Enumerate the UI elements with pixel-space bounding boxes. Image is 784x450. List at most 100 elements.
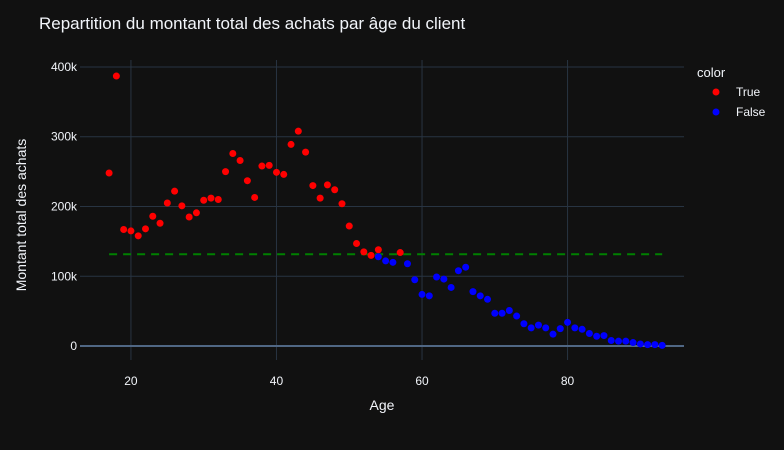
data-point-true[interactable] xyxy=(200,196,208,204)
legend-marker-false xyxy=(712,108,720,116)
x-tick-label: 20 xyxy=(124,374,138,388)
data-point-true[interactable] xyxy=(323,181,331,189)
data-point-false[interactable] xyxy=(636,340,644,348)
data-point-false[interactable] xyxy=(491,309,499,317)
data-point-false[interactable] xyxy=(484,295,492,303)
data-point-true[interactable] xyxy=(185,213,193,221)
data-point-true[interactable] xyxy=(243,177,251,185)
x-axis-ticks: 20 40 60 80 xyxy=(124,374,574,388)
data-point-true[interactable] xyxy=(120,226,128,234)
data-point-true[interactable] xyxy=(309,182,317,190)
data-point-false[interactable] xyxy=(498,309,506,317)
data-point-false[interactable] xyxy=(425,292,433,300)
data-point-false[interactable] xyxy=(644,341,652,349)
data-point-false[interactable] xyxy=(520,320,528,328)
y-tick-label: 400k xyxy=(51,60,78,74)
data-point-true[interactable] xyxy=(127,227,135,235)
data-point-false[interactable] xyxy=(622,337,630,345)
data-point-true[interactable] xyxy=(294,127,302,135)
x-axis-label: Age xyxy=(370,397,395,413)
data-point-false[interactable] xyxy=(549,330,557,338)
y-tick-label: 300k xyxy=(51,130,78,144)
data-point-false[interactable] xyxy=(513,312,521,320)
data-point-true[interactable] xyxy=(316,194,324,202)
data-point-false[interactable] xyxy=(505,306,513,314)
grid-lines xyxy=(80,60,684,360)
x-tick-label: 80 xyxy=(561,374,575,388)
data-point-true[interactable] xyxy=(236,156,244,164)
data-point-true[interactable] xyxy=(134,232,142,240)
data-point-true[interactable] xyxy=(156,219,164,227)
scatter-points xyxy=(105,72,666,349)
chart-title: Repartition du montant total des achats … xyxy=(39,14,465,33)
data-point-true[interactable] xyxy=(287,140,295,148)
data-point-true[interactable] xyxy=(192,209,200,217)
data-point-true[interactable] xyxy=(178,202,186,210)
data-point-true[interactable] xyxy=(214,196,222,204)
legend-item-true[interactable]: True xyxy=(712,85,761,99)
data-point-false[interactable] xyxy=(411,276,419,284)
data-point-false[interactable] xyxy=(382,257,390,265)
data-point-true[interactable] xyxy=(396,249,404,257)
data-point-true[interactable] xyxy=(302,148,310,156)
data-point-false[interactable] xyxy=(440,275,448,283)
data-point-false[interactable] xyxy=(600,332,608,340)
data-point-false[interactable] xyxy=(578,325,586,333)
data-point-true[interactable] xyxy=(163,199,171,207)
data-point-false[interactable] xyxy=(462,263,470,271)
data-point-true[interactable] xyxy=(331,186,339,194)
data-point-false[interactable] xyxy=(418,290,426,298)
data-point-false[interactable] xyxy=(469,288,477,296)
data-point-true[interactable] xyxy=(171,187,179,195)
data-point-false[interactable] xyxy=(527,324,535,332)
data-point-false[interactable] xyxy=(564,318,572,326)
data-point-true[interactable] xyxy=(251,193,259,201)
data-point-true[interactable] xyxy=(265,161,273,169)
legend-marker-true xyxy=(712,88,720,96)
data-point-false[interactable] xyxy=(651,341,659,349)
data-point-true[interactable] xyxy=(149,212,157,220)
data-point-false[interactable] xyxy=(403,260,411,268)
data-point-true[interactable] xyxy=(105,169,113,177)
data-point-false[interactable] xyxy=(607,336,615,344)
data-point-false[interactable] xyxy=(571,324,579,332)
y-tick-label: 200k xyxy=(51,200,78,214)
data-point-true[interactable] xyxy=(345,222,353,230)
data-point-false[interactable] xyxy=(615,337,623,345)
data-point-false[interactable] xyxy=(658,341,666,349)
data-point-true[interactable] xyxy=(360,248,368,256)
legend-label-false: False xyxy=(736,105,766,119)
data-point-true[interactable] xyxy=(272,168,280,176)
data-point-false[interactable] xyxy=(542,324,550,332)
data-point-false[interactable] xyxy=(585,329,593,337)
legend-item-false[interactable]: False xyxy=(712,105,766,119)
data-point-false[interactable] xyxy=(389,258,397,266)
data-point-false[interactable] xyxy=(433,273,441,281)
data-point-true[interactable] xyxy=(367,251,375,259)
data-point-false[interactable] xyxy=(447,283,455,291)
data-point-true[interactable] xyxy=(141,225,149,233)
y-tick-label: 0 xyxy=(70,339,77,353)
y-axis-ticks: 0 100k 200k 300k 400k xyxy=(51,60,78,353)
legend[interactable]: color True False xyxy=(697,65,766,119)
data-point-true[interactable] xyxy=(280,170,288,178)
data-point-false[interactable] xyxy=(556,325,564,333)
legend-title: color xyxy=(697,65,726,80)
data-point-true[interactable] xyxy=(258,162,266,170)
data-point-false[interactable] xyxy=(534,321,542,329)
data-point-true[interactable] xyxy=(374,246,382,254)
data-point-true[interactable] xyxy=(207,194,215,202)
data-point-true[interactable] xyxy=(222,168,230,176)
data-point-false[interactable] xyxy=(454,267,462,275)
data-point-false[interactable] xyxy=(374,253,382,261)
data-point-false[interactable] xyxy=(593,332,601,340)
data-point-true[interactable] xyxy=(112,72,120,80)
data-point-false[interactable] xyxy=(476,292,484,300)
data-point-true[interactable] xyxy=(353,239,361,247)
legend-label-true: True xyxy=(736,85,761,99)
data-point-false[interactable] xyxy=(629,339,637,347)
data-point-true[interactable] xyxy=(229,149,237,157)
data-point-true[interactable] xyxy=(338,200,346,208)
y-tick-label: 100k xyxy=(51,269,78,283)
